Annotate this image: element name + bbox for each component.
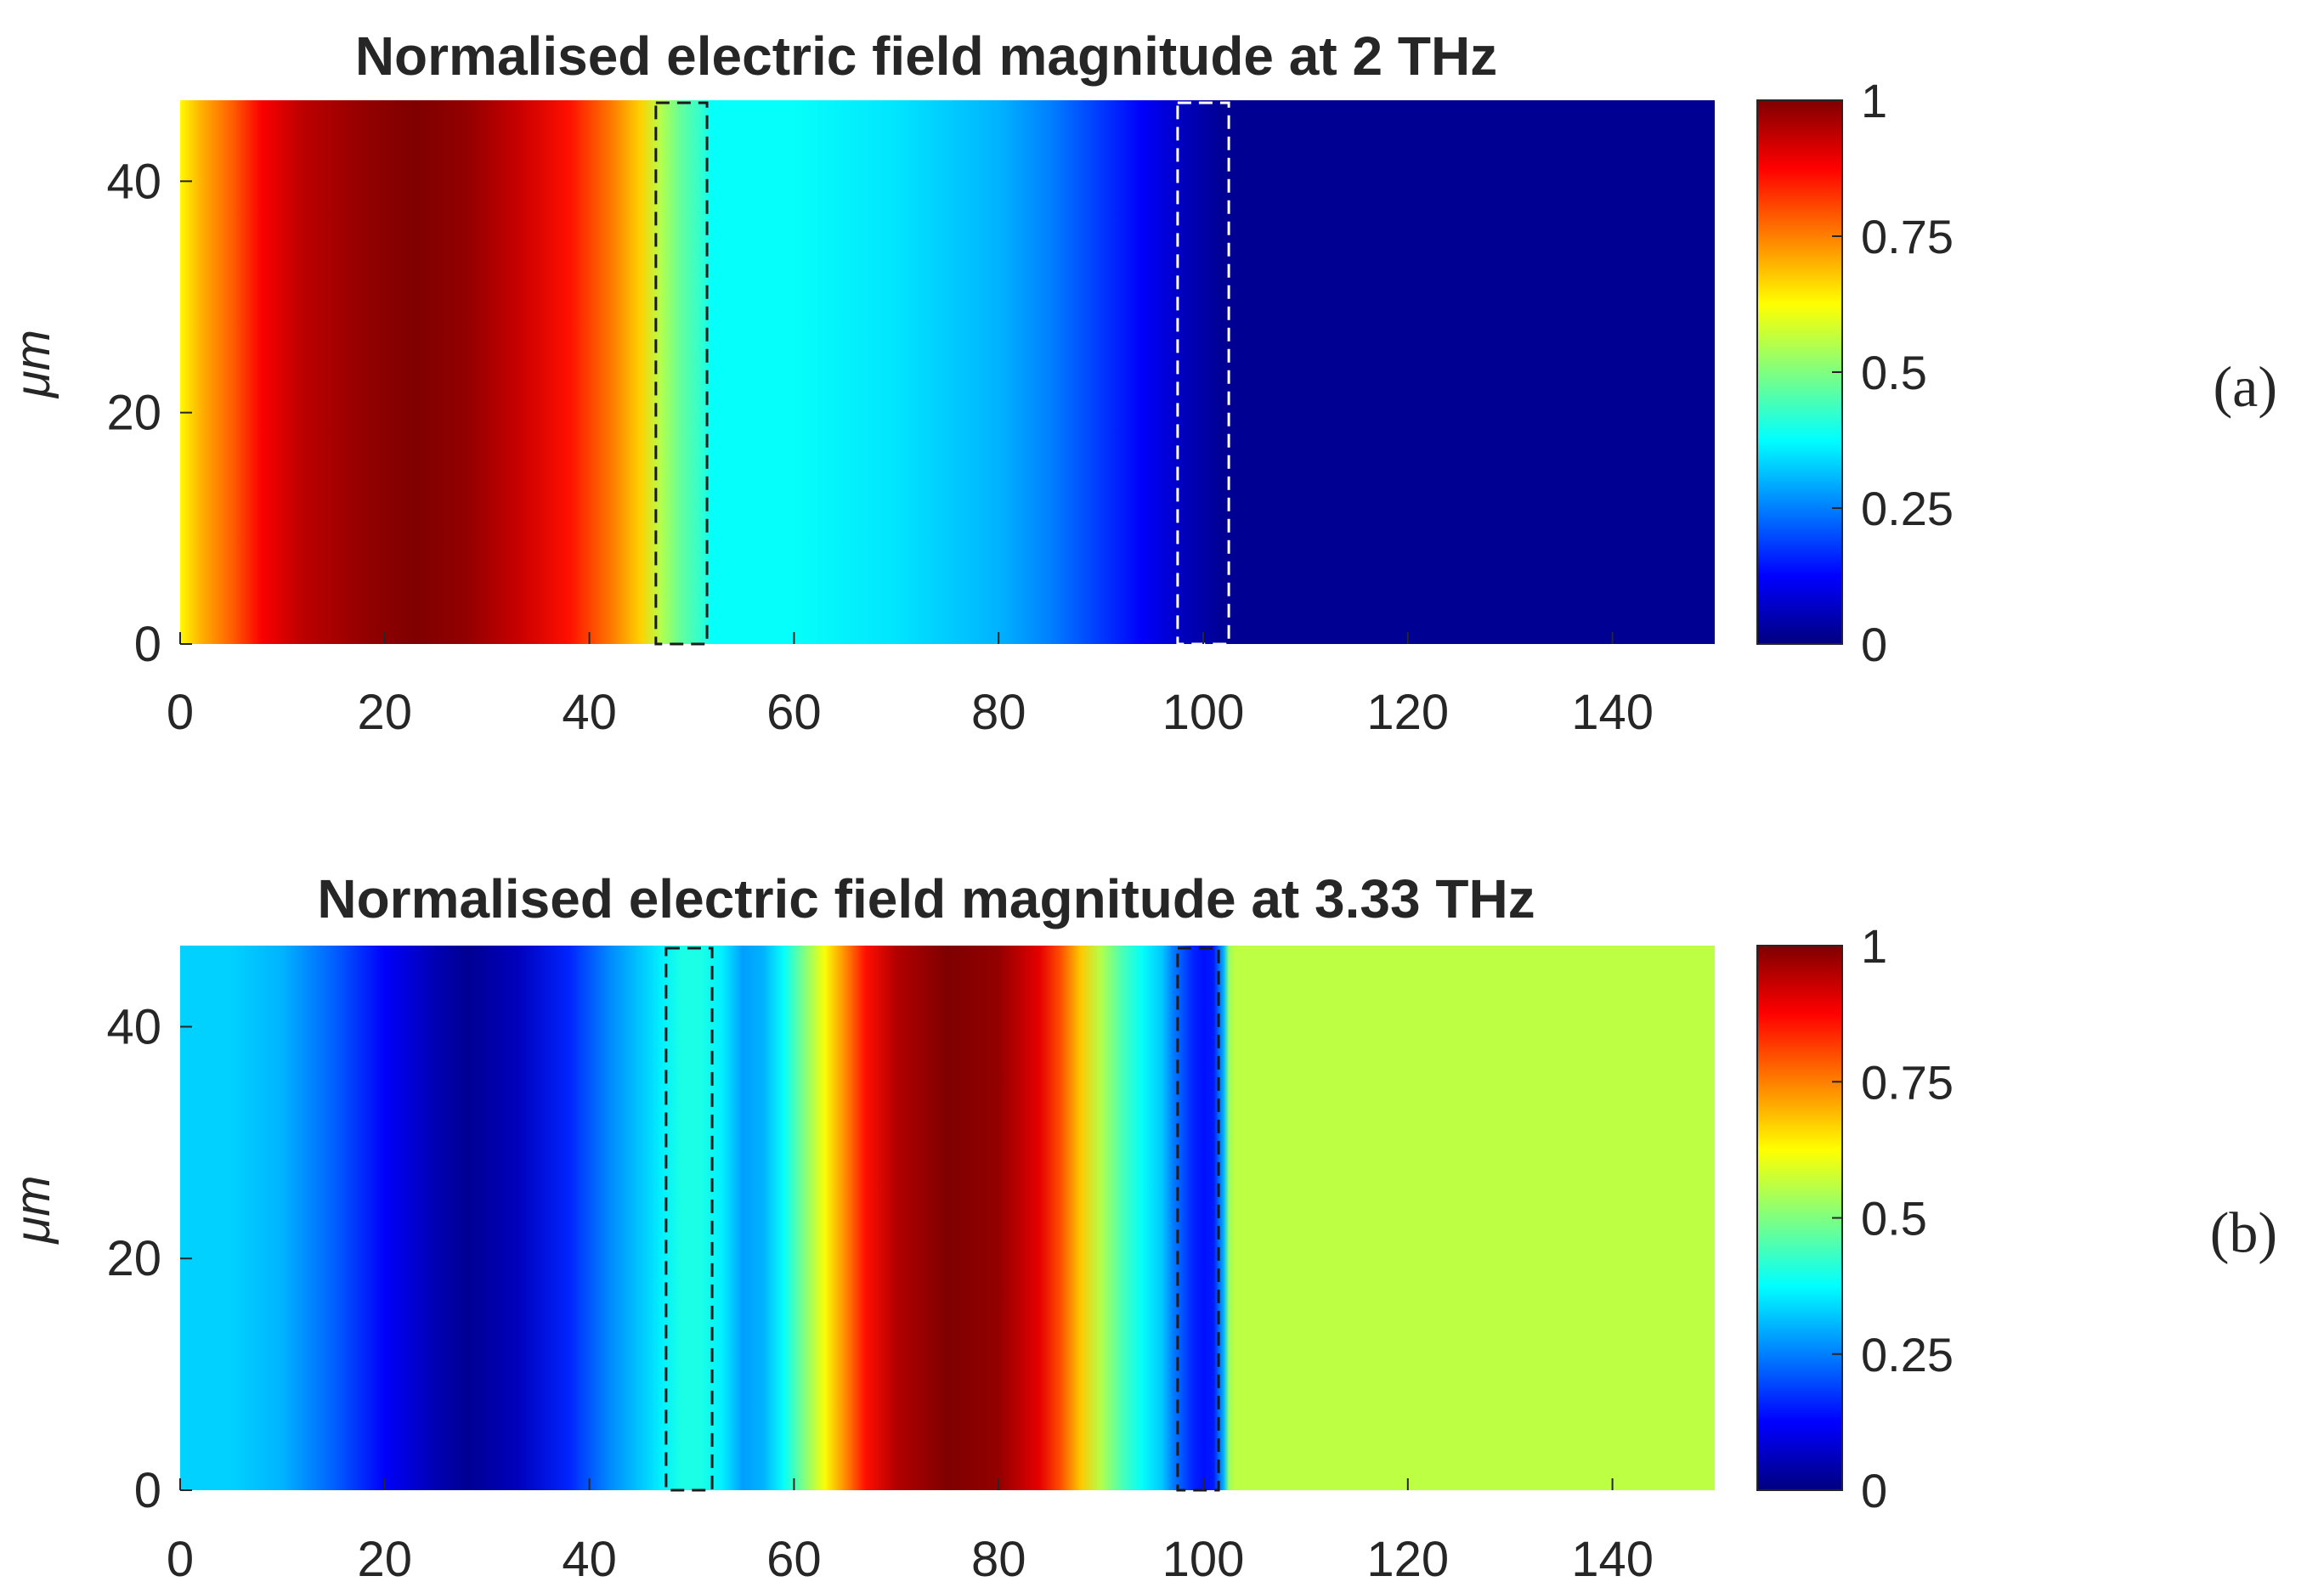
layer-region-1	[664, 946, 714, 1492]
colorbar	[1756, 99, 1843, 645]
colorbar-tick-label: 0.25	[1861, 482, 1954, 535]
x-tick-label: 140	[1571, 1532, 1654, 1587]
y-tick-label: 0	[134, 1463, 161, 1518]
chart-title: Normalised electric field magnitude at 2…	[355, 25, 1497, 87]
x-tick-label: 80	[971, 685, 1026, 740]
colorbar-tick-label: 0.5	[1861, 346, 1927, 399]
colorbar-tick-label: 0.5	[1861, 1192, 1927, 1246]
colorbar-tick-label: 0	[1861, 618, 1887, 671]
y-axis-label: μm	[5, 1175, 60, 1245]
x-tick-label: 140	[1571, 685, 1654, 740]
colorbar-tick-label: 1	[1861, 919, 1887, 973]
panel-label: (b)	[2210, 1200, 2277, 1265]
chart-title: Normalised electric field magnitude at 3…	[317, 868, 1535, 929]
x-tick-label: 40	[562, 1532, 617, 1587]
colorbar-tick-label: 0.25	[1861, 1328, 1954, 1381]
colorbar-tick-label: 0.75	[1861, 210, 1954, 263]
x-tick-label: 60	[766, 1532, 822, 1587]
x-tick-label: 120	[1366, 1532, 1449, 1587]
x-tick-label: 80	[971, 1532, 1026, 1587]
x-tick-label: 20	[358, 1532, 413, 1587]
colorbar	[1756, 945, 1843, 1491]
y-tick-label: 40	[106, 999, 161, 1054]
x-tick-label: 40	[562, 685, 617, 740]
x-tick-label: 60	[766, 685, 822, 740]
y-axis-label: μm	[5, 330, 60, 399]
x-tick-label: 20	[358, 685, 413, 740]
y-tick-label: 20	[106, 1231, 161, 1286]
x-tick-label: 100	[1162, 1532, 1245, 1587]
layer-region-1	[654, 101, 709, 646]
x-tick-label: 0	[167, 1532, 194, 1587]
colorbar-tick-label: 1	[1861, 74, 1887, 127]
x-tick-label: 120	[1366, 685, 1449, 740]
x-tick-label: 100	[1162, 685, 1245, 740]
y-tick-label: 0	[134, 617, 161, 672]
colorbar-tick-label: 0.75	[1861, 1055, 1954, 1109]
y-tick-label: 40	[106, 154, 161, 209]
field-heatmap	[180, 100, 1715, 644]
field-heatmap	[180, 946, 1715, 1490]
layer-region-2	[1176, 946, 1220, 1492]
x-tick-label: 0	[167, 685, 194, 740]
panel-a: Normalised electric field magnitude at 2…	[5, 25, 2277, 740]
y-tick-label: 20	[106, 386, 161, 441]
colorbar-tick-label: 0	[1861, 1464, 1887, 1517]
panel-b: Normalised electric field magnitude at 3…	[5, 868, 2277, 1587]
panel-label: (a)	[2214, 354, 2277, 419]
